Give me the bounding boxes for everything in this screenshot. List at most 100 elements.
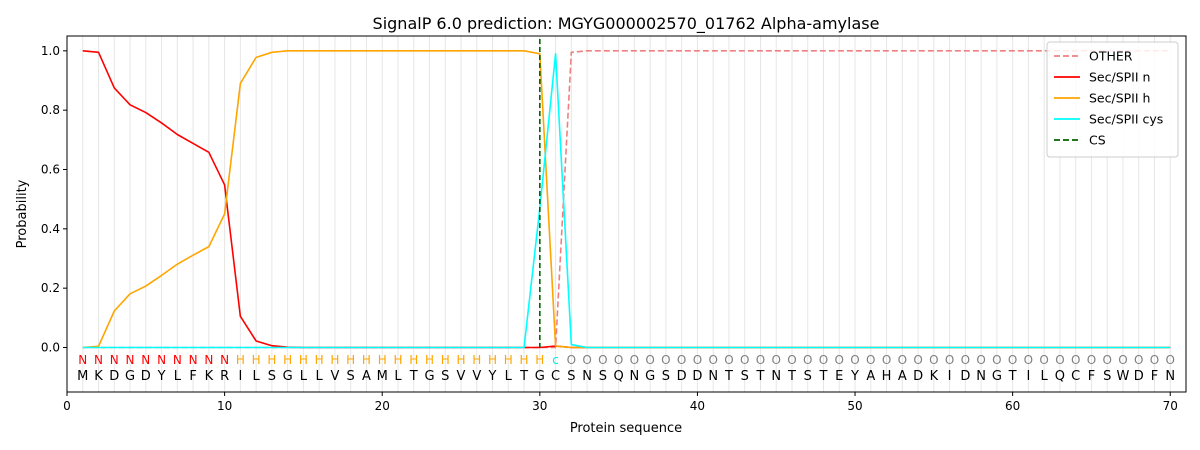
axis-layer: 0 10 20 30 40 50 60 70 0.0 0.2 0.4 0.6 0.8 1.0	[41, 44, 1178, 413]
y-tick-label: 0.0	[41, 341, 60, 355]
region-label: O	[1118, 353, 1127, 367]
region-label: O	[771, 353, 780, 367]
region-label: H	[315, 353, 324, 367]
residue-letter: S	[347, 369, 355, 384]
residue-letter: T	[787, 369, 796, 384]
residue-letter: F	[189, 369, 196, 384]
residue-letter: N	[630, 369, 640, 384]
residue-letter: G	[992, 369, 1002, 384]
residue-letter: Y	[157, 369, 166, 384]
residue-letter: S	[1103, 369, 1111, 384]
residue-letter: D	[141, 369, 151, 384]
series-line-sec-spii-n	[82, 50, 1171, 349]
region-label: O	[708, 353, 717, 367]
legend-label: OTHER	[1089, 49, 1133, 64]
residue-letter: A	[362, 369, 371, 384]
residue-letter: T	[519, 369, 528, 384]
residue-letter: A	[898, 369, 907, 384]
residue-letter: N	[976, 369, 986, 384]
residue-letter: K	[94, 369, 103, 384]
region-label: H	[299, 353, 308, 367]
region-label: H	[393, 353, 402, 367]
legend: OTHER Sec/SPII n Sec/SPII h Sec/SPII cys CS	[1046, 41, 1179, 158]
residue-letter: G	[125, 369, 135, 384]
region-label: O	[598, 353, 607, 367]
residue-letter: N	[1165, 369, 1175, 384]
residue-letter: L	[394, 369, 402, 384]
region-label: O	[1102, 353, 1111, 367]
residue-letter: A	[866, 369, 875, 384]
residue-letter: M	[77, 369, 88, 384]
legend-label: CS	[1089, 133, 1106, 148]
region-label: O	[850, 353, 859, 367]
residue-letter: C	[1071, 369, 1080, 384]
residue-letter: Y	[488, 369, 497, 384]
residue-letter: D	[1134, 369, 1144, 384]
region-label: O	[1024, 353, 1033, 367]
region-label: O	[945, 353, 954, 367]
region-label: N	[157, 353, 166, 367]
region-label: H	[409, 353, 418, 367]
residue-letter: L	[253, 369, 261, 384]
residue-letter: S	[741, 369, 749, 384]
sequence-layer: NMNKNDNGNDNYNLNFNKNRHIHLHSHGHLHLHVHSHAHM…	[77, 353, 1175, 384]
region-label: O	[677, 353, 686, 367]
region-label: O	[961, 353, 970, 367]
region-label: O	[582, 353, 591, 367]
residue-letter: F	[1088, 369, 1095, 384]
plot-frame	[66, 35, 1187, 393]
region-label: H	[441, 353, 450, 367]
residue-letter: W	[1117, 369, 1130, 384]
residue-letter: D	[677, 369, 687, 384]
residue-letter: G	[535, 369, 545, 384]
region-label: O	[1166, 353, 1175, 367]
region-label: O	[976, 353, 985, 367]
residue-letter: L	[300, 369, 308, 384]
residue-letter: S	[599, 369, 607, 384]
region-label: O	[787, 353, 796, 367]
x-tick-label: 0	[63, 399, 71, 413]
y-tick-label: 1.0	[41, 44, 60, 58]
legend-label: Sec/SPII h	[1089, 91, 1150, 106]
residue-letter: D	[109, 369, 119, 384]
region-label: H	[535, 353, 544, 367]
region-label: H	[362, 353, 371, 367]
region-label: H	[520, 353, 529, 367]
region-label: O	[835, 353, 844, 367]
region-label: O	[898, 353, 907, 367]
region-label: O	[645, 353, 654, 367]
residue-letter: N	[582, 369, 592, 384]
region-label: O	[992, 353, 1001, 367]
region-label: H	[236, 353, 245, 367]
region-label: O	[913, 353, 922, 367]
region-label: O	[1087, 353, 1096, 367]
grid-layer	[82, 36, 1171, 392]
residue-letter: R	[220, 369, 229, 384]
region-label: O	[740, 353, 749, 367]
residue-letter: S	[804, 369, 812, 384]
region-label: O	[1071, 353, 1080, 367]
region-label: H	[252, 353, 261, 367]
x-tick-label: 60	[1005, 399, 1020, 413]
residue-letter: L	[316, 369, 324, 384]
region-label: H	[267, 353, 276, 367]
residue-letter: E	[835, 369, 843, 384]
region-label: O	[929, 353, 938, 367]
residue-letter: L	[1041, 369, 1049, 384]
x-tick-label: 10	[217, 399, 232, 413]
residue-letter: V	[330, 369, 339, 384]
region-label: N	[189, 353, 198, 367]
region-label: N	[141, 353, 150, 367]
residue-letter: G	[645, 369, 655, 384]
residue-letter: M	[377, 369, 388, 384]
y-tick-label: 0.6	[41, 163, 60, 177]
residue-letter: S	[567, 369, 575, 384]
residue-letter: S	[662, 369, 670, 384]
x-tick-label: 40	[690, 399, 705, 413]
residue-letter: Y	[850, 369, 859, 384]
residue-letter: V	[472, 369, 481, 384]
region-label: H	[378, 353, 387, 367]
region-label: N	[94, 353, 103, 367]
region-label: H	[488, 353, 497, 367]
region-label: H	[472, 353, 481, 367]
